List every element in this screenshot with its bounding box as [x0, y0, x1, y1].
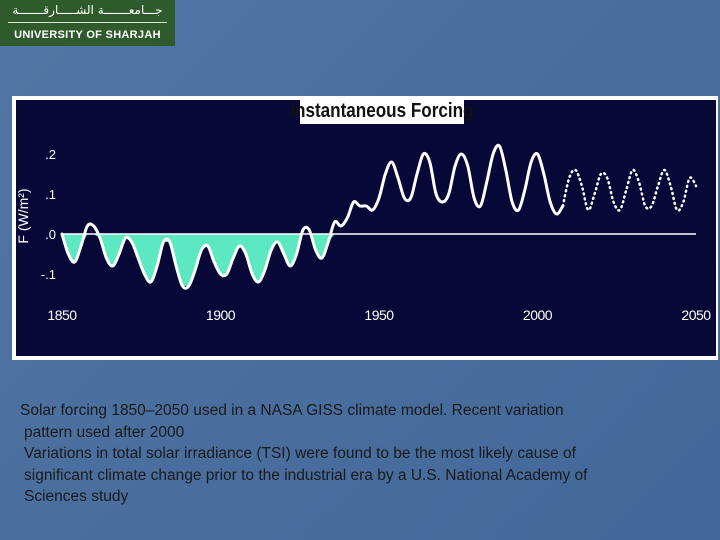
logo-arabic-name: جـــامعـــــــة الشـــــارقـــــــة: [12, 3, 163, 17]
chart-title-box: [300, 96, 464, 124]
x-tick-label: 1950: [364, 307, 394, 323]
university-logo: جـــامعـــــــة الشـــــارقـــــــة UNIV…: [0, 0, 175, 46]
y-tick-label: .2: [45, 147, 56, 162]
negative-forcing-fill: [62, 234, 563, 286]
plot-background: [16, 100, 716, 356]
y-tick-label: .0: [45, 227, 56, 242]
caption-line-1: Solar forcing 1850–2050 used in a NASA G…: [20, 402, 564, 419]
logo-divider: [8, 22, 167, 23]
chart-title: Instantaneous Forcing: [290, 99, 473, 122]
x-tick-label: 2050: [681, 307, 711, 323]
y-tick-labels: .2 .1 .0 -.1: [41, 147, 56, 282]
chart-canvas: Instantaneous Forcing F (W/m²) .2 .1 .0 -.1…: [15, 96, 716, 356]
series-line-projected: [561, 168, 698, 212]
caption-line-5: Sciences study: [24, 488, 129, 505]
caption-line-2: pattern used after 2000: [24, 423, 185, 441]
y-tick-label: -.1: [41, 267, 56, 282]
x-tick-label: 2000: [523, 307, 553, 323]
x-tick-label: 1900: [206, 307, 236, 323]
x-tick-label: 1850: [47, 307, 77, 323]
y-axis-label: F (W/m²): [15, 188, 31, 243]
y-tick-label: .1: [45, 187, 56, 202]
caption-line-4: significant climate change prior to the …: [24, 466, 588, 484]
caption-line-3: Variations in total solar irradiance (TS…: [24, 445, 576, 462]
chart-marks: [60, 143, 698, 290]
forcing-chart: Instantaneous Forcing F (W/m²) .2 .1 .0 -.1…: [12, 96, 718, 360]
slide-caption: Solar forcing 1850–2050 used in a NASA G…: [20, 400, 700, 508]
x-tick-labels: 1850 1900 1950 2000 2050: [47, 307, 711, 323]
series-line-observed: [60, 143, 565, 290]
logo-english-name: UNIVERSITY OF SHARJAH: [14, 29, 161, 41]
